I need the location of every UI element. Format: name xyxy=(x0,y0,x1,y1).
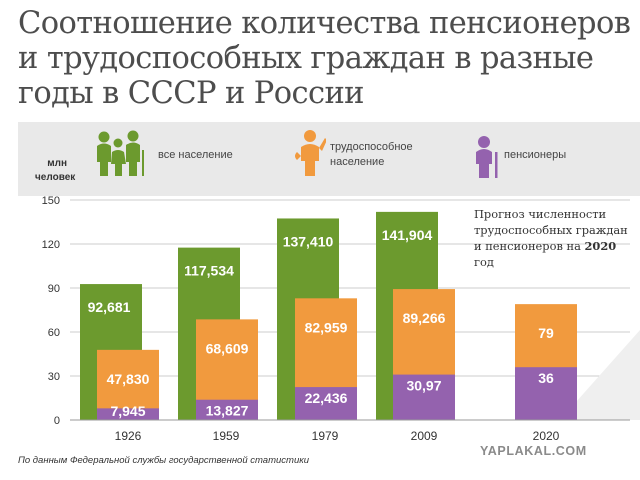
bar-pensioners xyxy=(393,374,455,420)
forecast-note-year: 2020 xyxy=(584,239,617,253)
data-label-working: 89,266 xyxy=(403,310,446,326)
x-tick-label: 2020 xyxy=(533,429,560,443)
data-label-pensioners: 7,945 xyxy=(110,403,145,419)
data-label-working: 47,830 xyxy=(107,371,150,387)
y-tick-label: 150 xyxy=(42,195,60,207)
legend-label-working: трудоспособное население xyxy=(330,141,413,168)
forecast-note: Прогноз численности трудоспособных гражд… xyxy=(474,206,634,270)
legend-label-pensioners: пенсионеры xyxy=(504,149,567,161)
y-tick-label: 30 xyxy=(48,371,60,383)
data-label-working: 68,609 xyxy=(206,340,249,356)
bar-pensioners xyxy=(515,367,577,420)
data-label-total: 92,681 xyxy=(88,299,131,315)
data-label-working: 79 xyxy=(538,325,554,341)
unit-line-2: человек xyxy=(35,172,76,183)
y-tick-label: 60 xyxy=(48,327,60,339)
legend-label-total: все население xyxy=(158,149,233,161)
data-label-pensioners: 13,827 xyxy=(206,403,249,419)
data-label-total: 141,904 xyxy=(382,227,433,243)
chart-title: Соотношение количества пенсионеров и тру… xyxy=(18,6,633,111)
shadow-decoration xyxy=(560,330,640,420)
bar-pensioners xyxy=(196,399,258,420)
x-tick-label: 1979 xyxy=(312,429,339,443)
title-line-3: годы в СССР и России xyxy=(18,76,365,111)
y-tick-label: 120 xyxy=(42,239,60,251)
data-label-total: 137,410 xyxy=(283,233,334,249)
unit-line-1: млн xyxy=(47,158,67,169)
data-label-pensioners: 36 xyxy=(538,370,554,386)
elderly-icon xyxy=(472,134,502,183)
title-line-1: Соотношение количества пенсионеров xyxy=(18,6,631,41)
data-label-total: 117,534 xyxy=(184,263,234,279)
data-label-pensioners: 22,436 xyxy=(305,390,348,406)
watermark: YAPLAKAL.COM xyxy=(480,444,587,458)
forecast-note-suffix: год xyxy=(474,255,494,269)
data-label-pensioners: 30,97 xyxy=(406,378,441,394)
x-tick-label: 2009 xyxy=(411,429,438,443)
x-tick-label: 1959 xyxy=(213,429,240,443)
bar-pensioners xyxy=(295,387,357,420)
data-label-working: 82,959 xyxy=(305,319,348,335)
family-icon xyxy=(95,128,147,183)
source-note: По данным Федеральной службы государстве… xyxy=(18,455,310,466)
y-tick-label: 90 xyxy=(48,283,60,295)
forecast-note-text: Прогноз численности трудоспособных гражд… xyxy=(474,207,628,253)
y-axis-unit-label: млн человек xyxy=(35,157,76,185)
x-tick-label: 1926 xyxy=(115,429,142,443)
bar-working xyxy=(97,349,159,420)
bar-pensioners xyxy=(97,408,159,420)
worker-icon xyxy=(292,128,327,181)
title-line-2: и трудоспособных граждан в разные xyxy=(18,41,594,76)
y-tick-label: 0 xyxy=(54,415,60,427)
